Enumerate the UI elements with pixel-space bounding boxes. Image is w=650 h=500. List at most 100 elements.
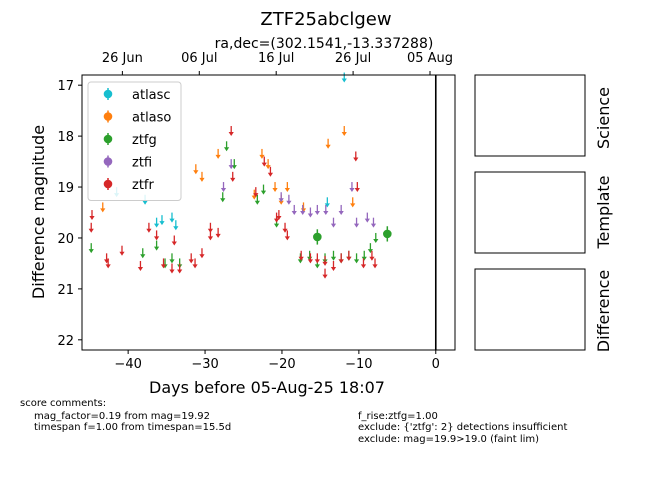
upper-limit-marker — [267, 166, 274, 177]
upper-limit-marker — [286, 194, 292, 205]
upper-limit-marker — [169, 253, 175, 264]
upper-limit-marker — [215, 227, 221, 238]
upper-limit-marker — [261, 156, 267, 167]
upper-limit-marker — [137, 260, 144, 271]
legend-label: ztfi — [132, 156, 152, 171]
upper-limit-marker — [265, 159, 271, 170]
upper-limit-marker — [314, 253, 320, 264]
y-tick-label: 18 — [57, 130, 74, 145]
upper-limit-marker — [253, 187, 259, 198]
legend-entry-atlaso: atlaso — [103, 110, 171, 126]
upper-limit-marker — [330, 217, 337, 228]
legend-entry-ztfg: ztfg — [103, 133, 157, 148]
upper-limit-marker — [169, 212, 175, 223]
legend-entry-atlasc: atlasc — [103, 88, 171, 103]
upper-limit-marker — [341, 126, 347, 137]
upper-limit-marker — [322, 268, 328, 279]
upper-limit-marker — [276, 210, 282, 221]
difference-panel: Difference — [474, 268, 613, 352]
x-tick-label: −30 — [191, 357, 218, 372]
upper-limit-marker — [272, 182, 278, 193]
upper-limit-marker — [307, 253, 314, 264]
plot-area: −40 −30 −20 −10 0 26 Jun 06 Jul 16 Jul 26 Jul 05 … — [57, 51, 456, 372]
legend-box — [87, 81, 182, 201]
upper-limit-marker — [140, 248, 146, 259]
plot-frame — [81, 74, 456, 351]
y-tick-label: 19 — [57, 181, 74, 196]
legend-entry-ztfr: ztfr — [103, 178, 154, 193]
upper-limit-marker — [341, 72, 347, 83]
series-ztfr — [88, 126, 378, 279]
template-panel: Template — [474, 171, 613, 254]
score-comment-left-2: timespan f=1.00 from timespan=15.5d — [34, 422, 232, 433]
y-tick-label: 20 — [57, 232, 74, 247]
upper-limit-marker — [220, 182, 227, 193]
upper-limit-marker — [298, 250, 304, 261]
y-axis-label: Difference magnitude — [29, 125, 48, 299]
legend-label: atlaso — [132, 111, 171, 126]
upper-limit-marker — [364, 212, 370, 223]
science-panel: Science — [474, 74, 613, 157]
upper-limit-marker — [173, 220, 179, 231]
top-tick-label: 26 Jul — [335, 51, 371, 66]
upper-limit-marker — [100, 202, 106, 213]
upper-limit-marker — [154, 217, 160, 228]
x-tick-label: −10 — [345, 357, 372, 372]
y-tick-label: 17 — [57, 79, 74, 94]
upper-limit-marker — [353, 151, 359, 162]
upper-limit-marker — [220, 192, 226, 203]
upper-limit-marker — [370, 217, 377, 228]
template-label: Template — [594, 175, 613, 249]
upper-limit-marker — [291, 204, 297, 215]
score-comments-heading: score comments: — [20, 398, 107, 409]
y-tick-label: 22 — [57, 334, 74, 349]
upper-limit-marker — [228, 126, 234, 137]
legend: atlasc atlaso ztfg ztfi ztfr — [87, 81, 182, 201]
x-tick-label: 0 — [432, 357, 440, 372]
upper-limit-marker — [350, 197, 356, 208]
upper-limit-marker — [314, 204, 320, 215]
score-comment-left-1: mag_factor=0.19 from mag=19.92 — [34, 411, 211, 422]
legend-label: ztfg — [132, 133, 157, 148]
upper-limit-marker — [322, 255, 328, 266]
top-tick-label: 06 Jul — [181, 51, 217, 66]
science-label: Science — [594, 87, 613, 149]
upper-limit-marker — [338, 204, 344, 215]
upper-limit-marker — [105, 258, 111, 269]
upper-limit-marker — [367, 243, 374, 254]
legend-label: atlasc — [132, 88, 171, 103]
upper-limit-marker — [349, 182, 355, 193]
upper-limit-marker — [260, 184, 267, 195]
upper-limit-marker — [177, 263, 183, 274]
upper-limit-marker — [223, 141, 230, 152]
legend-label: ztfr — [132, 178, 154, 193]
y-tick-label: 21 — [57, 283, 74, 298]
upper-limit-marker — [88, 243, 94, 254]
upper-limit-marker — [230, 171, 236, 182]
x-tick-label: −40 — [114, 357, 141, 372]
upper-limit-marker — [338, 253, 344, 264]
upper-limit-marker — [373, 232, 379, 243]
series-ztfi — [220, 159, 377, 228]
upper-limit-marker — [154, 240, 160, 251]
upper-limit-marker — [284, 230, 290, 241]
detection-point — [383, 226, 392, 242]
detection-point — [313, 229, 322, 245]
upper-limit-marker — [119, 245, 125, 256]
upper-limit-marker — [282, 222, 288, 233]
upper-limit-marker — [254, 194, 260, 205]
upper-limit-marker — [215, 148, 221, 159]
upper-limit-marker — [171, 235, 177, 246]
upper-limit-marker — [361, 250, 367, 261]
upper-limit-marker — [330, 260, 337, 271]
upper-limit-marker — [159, 215, 165, 226]
upper-limit-marker — [273, 212, 280, 223]
upper-limit-marker — [228, 159, 234, 170]
upper-limit-marker — [353, 253, 360, 264]
top-tick-label: 16 Jul — [258, 51, 294, 66]
upper-limit-marker — [325, 138, 331, 149]
score-comment-right-1: f_rise:ztfg=1.00 — [358, 411, 438, 422]
upper-limit-marker — [323, 204, 329, 215]
upper-limit-marker — [193, 164, 199, 175]
upper-limit-marker — [354, 182, 360, 193]
